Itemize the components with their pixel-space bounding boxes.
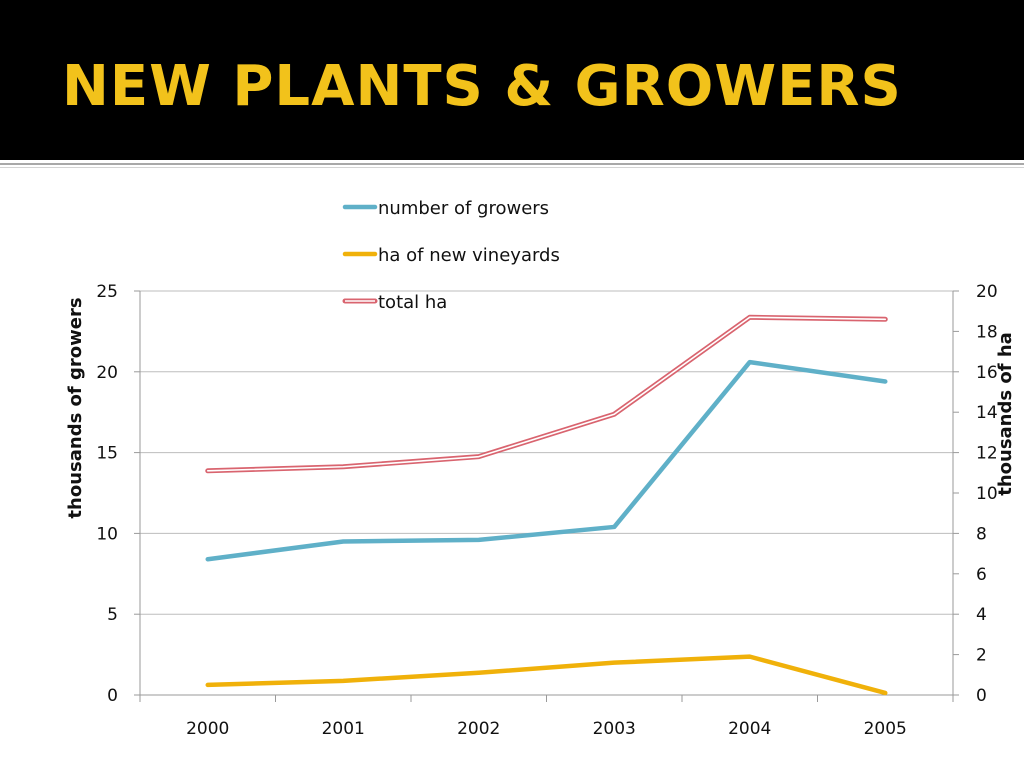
legend-label: total ha [378, 292, 447, 313]
x-tick-label: 2000 [186, 719, 229, 739]
y-right-tick-label: 20 [976, 282, 998, 302]
title-bar [0, 0, 1024, 160]
y-left-tick-label: 5 [107, 605, 118, 625]
y-right-tick-label: 18 [976, 322, 998, 342]
legend-label: number of growers [378, 198, 549, 219]
series-line-ha-of-new-vineyards [205, 654, 888, 696]
legend: number of growers ha of new vineyards tota… [342, 198, 560, 313]
title-divider [0, 163, 1024, 165]
x-tick-label: 2002 [457, 719, 500, 739]
y-left-tick-label: 15 [96, 444, 118, 464]
gridlines [140, 290, 953, 615]
x-tick-label: 2005 [864, 719, 907, 739]
series-lines [205, 314, 888, 696]
series-line-total-ha [205, 314, 888, 474]
y-axis-label-left: thousands of growers [65, 297, 86, 518]
y-left-tick-label: 20 [96, 363, 118, 383]
x-tick-label: 2001 [322, 719, 365, 739]
x-tick-label: 2004 [728, 719, 771, 739]
y-right-tick-label: 14 [976, 403, 998, 423]
y-right-tick-label: 16 [976, 363, 998, 383]
legend-label: ha of new vineyards [378, 245, 560, 266]
y-right-tick-label: 10 [976, 484, 998, 504]
slide-title: NEW PLANTS & GROWERS [62, 54, 902, 119]
y-left-tick-label: 25 [96, 282, 118, 302]
y-right-tick-label: 4 [976, 605, 987, 625]
y-right-tick-label: 8 [976, 524, 987, 544]
y-left-tick-label: 0 [107, 686, 118, 706]
y-left-tick-label: 10 [96, 524, 118, 544]
series-line-total-ha-inner [206, 316, 887, 472]
y-right-tick-label: 0 [976, 686, 987, 706]
axes: 0 5 10 15 20 25 0 2 4 6 8 10 12 14 16 18 20 2000 2001 2002 2… [96, 282, 997, 739]
series-line-number-of-growers [205, 359, 888, 562]
y-right-tick-label: 2 [976, 646, 987, 666]
y-right-tick-label: 12 [976, 444, 998, 464]
y-axis-label-right: thousands of ha [995, 332, 1016, 496]
x-tick-label: 2003 [593, 719, 636, 739]
y-right-tick-label: 6 [976, 565, 987, 585]
title-divider-thin [0, 167, 1024, 168]
